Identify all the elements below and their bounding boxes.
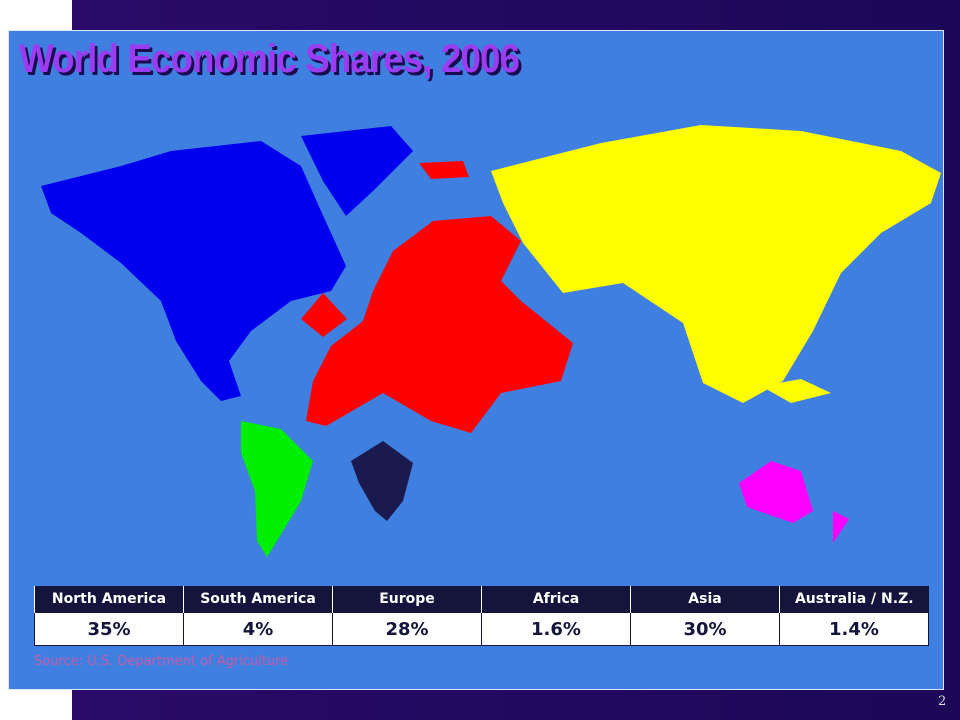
table-cell: 28% bbox=[332, 612, 482, 646]
australia bbox=[739, 461, 813, 523]
greenland bbox=[301, 126, 413, 216]
slide-title: World Economic Shares, 2006 bbox=[19, 37, 520, 81]
indonesia bbox=[761, 379, 831, 403]
north-america bbox=[41, 141, 346, 401]
page-number: 2 bbox=[938, 694, 947, 709]
column-header: Africa bbox=[481, 586, 631, 613]
table-cell: 1.6% bbox=[481, 612, 631, 646]
world-map bbox=[41, 125, 941, 557]
iceland bbox=[419, 161, 469, 179]
table-cell: 30% bbox=[630, 612, 780, 646]
europe bbox=[306, 216, 573, 433]
table-body: 35% 4% 28% 1.6% 30% 1.4% bbox=[34, 612, 929, 646]
column-header: South America bbox=[183, 586, 333, 613]
header-row: North America South America Europe Africa As… bbox=[34, 586, 929, 613]
table-cell: 35% bbox=[34, 612, 184, 646]
panel: World Economic Shares, 2006 North Americ… bbox=[8, 30, 944, 690]
table-row: 35% 4% 28% 1.6% 30% 1.4% bbox=[34, 612, 929, 646]
source-note: Source: U.S. Department of Agriculture bbox=[34, 654, 289, 669]
column-header: North America bbox=[34, 586, 184, 613]
table-cell: 1.4% bbox=[779, 612, 929, 646]
south-america bbox=[241, 421, 313, 557]
column-header: Australia / N.Z. bbox=[779, 586, 929, 613]
asia bbox=[491, 125, 941, 403]
shares-table: North America South America Europe Africa As… bbox=[34, 586, 929, 646]
uk bbox=[301, 293, 347, 337]
table-cell: 4% bbox=[183, 612, 333, 646]
column-header: Europe bbox=[332, 586, 482, 613]
new-zealand bbox=[833, 511, 849, 543]
africa bbox=[351, 441, 413, 521]
column-header: Asia bbox=[630, 586, 780, 613]
